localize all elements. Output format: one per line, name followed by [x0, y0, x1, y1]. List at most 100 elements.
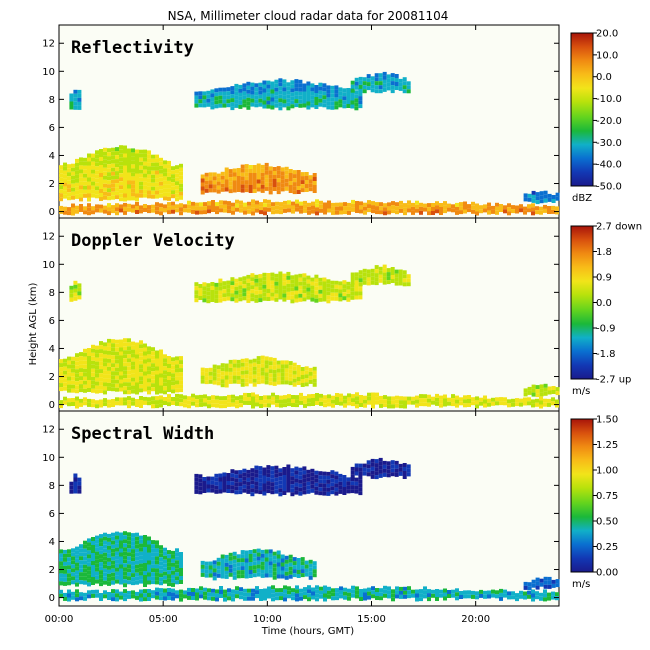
radar-cell — [198, 490, 203, 495]
radar-cell — [139, 535, 143, 540]
y-axis-label: Height AGL (km) — [28, 283, 39, 366]
radar-cell — [252, 561, 257, 566]
radar-cell — [224, 574, 229, 579]
radar-cell — [200, 182, 205, 187]
radar-cell — [523, 210, 527, 215]
radar-cell — [535, 581, 540, 586]
radar-cell — [394, 277, 399, 282]
radar-cell — [390, 460, 395, 465]
radar-cell — [219, 208, 223, 213]
radar-cell — [212, 188, 217, 193]
radar-cell — [366, 281, 371, 286]
radar-cell — [271, 585, 275, 590]
radar-cell — [406, 85, 411, 90]
radar-cell — [403, 404, 407, 409]
radar-cell — [350, 100, 355, 105]
radar-cell — [179, 576, 183, 580]
radar-cell — [159, 207, 163, 212]
radar-cell — [103, 205, 107, 210]
radar-cell — [139, 372, 143, 377]
radar-cell — [171, 201, 175, 206]
cloud-layer — [523, 576, 560, 591]
radar-cell — [312, 374, 317, 379]
radar-cell — [383, 211, 387, 216]
radar-cell — [123, 597, 127, 602]
radar-cell — [163, 172, 167, 177]
radar-cell — [210, 476, 215, 481]
radar-cell — [244, 164, 249, 169]
radar-cell — [315, 401, 319, 405]
radar-cell — [304, 568, 309, 573]
radar-cell — [254, 91, 259, 96]
radar-cell — [264, 186, 269, 191]
radar-cell — [187, 200, 191, 205]
radar-cell — [212, 380, 217, 385]
radar-cell — [143, 575, 147, 579]
radar-cell — [211, 200, 215, 204]
radar-cell — [63, 592, 67, 597]
radar-cell — [119, 379, 123, 384]
radar-cell — [204, 184, 209, 189]
radar-cell — [123, 563, 127, 568]
radar-cell — [338, 87, 343, 92]
radar-cell — [268, 557, 273, 562]
radar-cell — [73, 292, 78, 297]
radar-cell — [535, 398, 539, 403]
radar-cell — [282, 475, 287, 479]
radar-cell — [75, 570, 79, 575]
radar-cell — [294, 103, 299, 108]
radar-cell — [294, 91, 299, 96]
radar-cell — [111, 209, 115, 214]
radar-cell — [294, 286, 299, 291]
radar-cell — [206, 488, 211, 493]
radar-cell — [175, 380, 179, 385]
radar-cell — [292, 374, 297, 379]
radar-cell — [212, 364, 217, 369]
radar-cell — [248, 574, 253, 578]
radar-cell — [435, 589, 439, 593]
radar-cell — [71, 568, 75, 573]
radar-cell — [127, 358, 131, 363]
radar-cell — [75, 385, 79, 390]
radar-cell — [358, 471, 363, 476]
radar-cell — [423, 594, 427, 599]
radar-cell — [235, 203, 239, 208]
radar-cell — [399, 594, 403, 599]
radar-cell — [343, 595, 347, 600]
radar-cell — [242, 91, 247, 96]
radar-cell — [167, 550, 171, 555]
radar-cell — [351, 398, 355, 403]
radar-cell — [543, 190, 548, 195]
radar-cell — [354, 481, 359, 486]
radar-cell — [179, 572, 183, 576]
radar-cell — [282, 297, 287, 302]
radar-cell — [135, 386, 139, 391]
radar-cell — [246, 89, 251, 94]
radar-cell — [390, 267, 395, 271]
radar-cell — [75, 182, 79, 187]
radar-cell — [143, 351, 147, 356]
radar-cell — [123, 346, 127, 351]
radar-cell — [251, 207, 255, 212]
radar-cell — [139, 579, 143, 584]
radar-cell — [288, 169, 293, 173]
radar-cell — [143, 161, 147, 166]
radar-cell — [77, 481, 82, 486]
radar-cell — [264, 380, 269, 385]
radar-cell — [338, 473, 343, 478]
radar-cell — [59, 593, 63, 598]
radar-cell — [59, 371, 63, 376]
radar-cell — [370, 474, 375, 479]
radar-cell — [232, 375, 237, 380]
radar-cell — [115, 339, 119, 344]
radar-cell — [310, 289, 315, 294]
radar-cell — [390, 81, 395, 86]
radar-cell — [135, 572, 139, 577]
radar-cell — [111, 359, 115, 364]
radar-cell — [155, 595, 159, 600]
radar-cell — [515, 593, 519, 598]
radar-cell — [386, 78, 391, 83]
radar-cell — [95, 571, 99, 576]
radar-cell — [83, 540, 87, 545]
radar-cell — [127, 564, 131, 569]
